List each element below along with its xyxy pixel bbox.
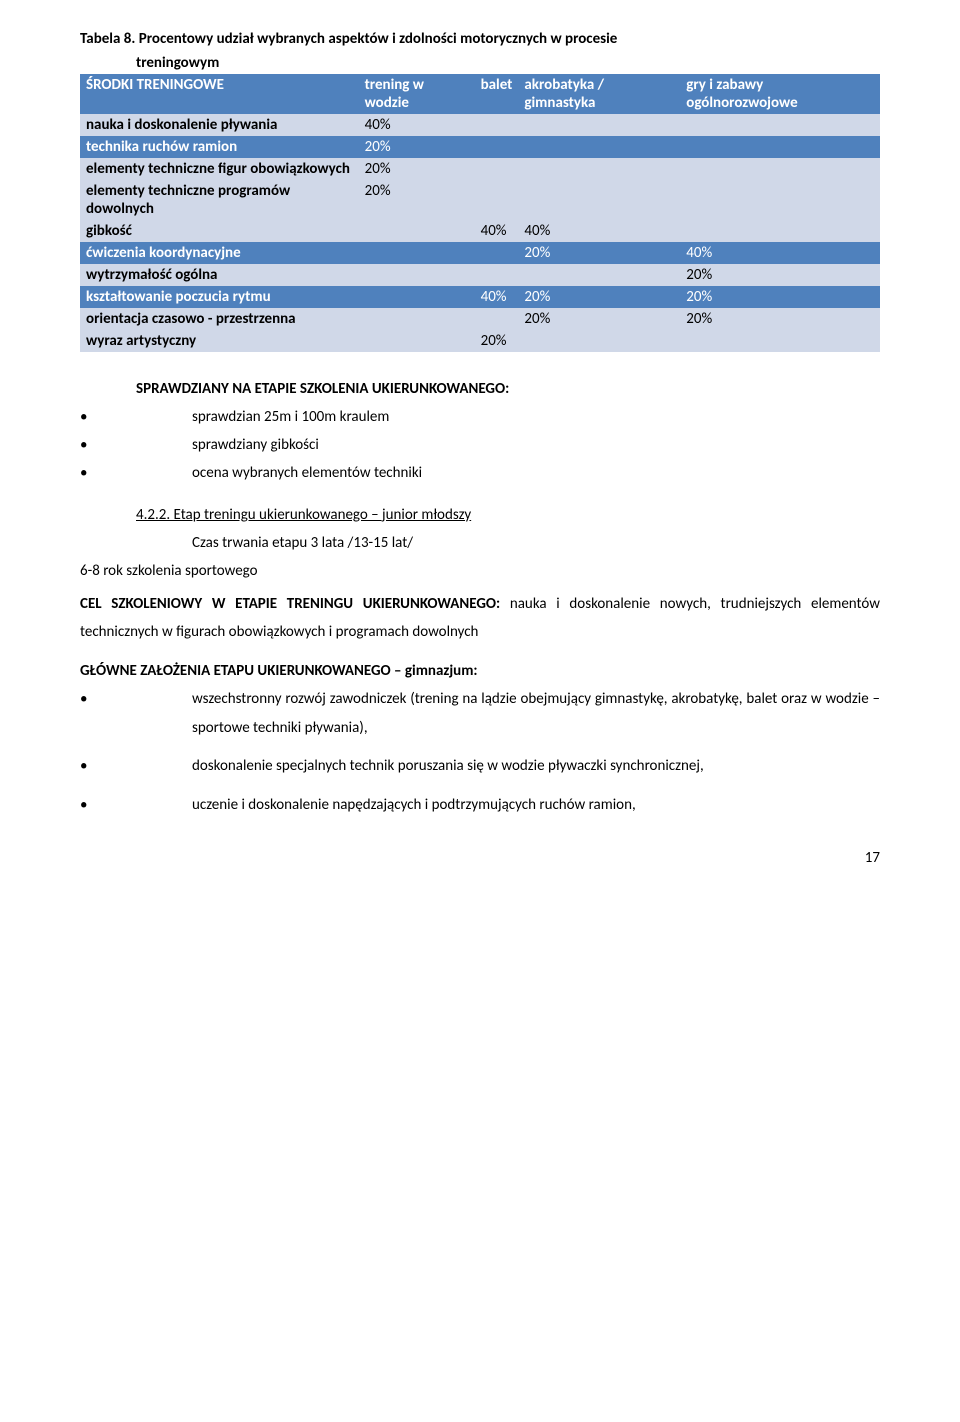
table-cell: 40% (680, 242, 880, 264)
table-row: wytrzymałość ogólna 20% (80, 264, 880, 286)
list-item: doskonalenie specjalnych technik porusza… (80, 752, 880, 781)
table-cell: 40% (518, 220, 680, 242)
table-cell (475, 308, 519, 330)
table-cell (518, 114, 680, 136)
table-cell (680, 136, 880, 158)
table-row-header: ćwiczenia koordynacyjne (80, 242, 359, 264)
table-cell: 20% (680, 308, 880, 330)
table-cell: 20% (680, 264, 880, 286)
table-cell (475, 180, 519, 220)
table-cell (359, 220, 475, 242)
table-row-header: nauka i doskonalenie pływania (80, 114, 359, 136)
table-row-header: wytrzymałość ogólna (80, 264, 359, 286)
table-cell (475, 158, 519, 180)
table-cell (475, 114, 519, 136)
table-row: nauka i doskonalenie pływania40% (80, 114, 880, 136)
table-cell (359, 330, 475, 352)
section1-bullets: sprawdzian 25m i 100m kraulem sprawdziany… (80, 408, 880, 482)
table-cell (518, 158, 680, 180)
table-cell (518, 180, 680, 220)
table-cell (518, 330, 680, 352)
table-cell (475, 242, 519, 264)
section2-bullets: wszechstronny rozwój zawodniczek (trenin… (80, 685, 880, 819)
table-cell (359, 264, 475, 286)
table-cell: 20% (518, 286, 680, 308)
table-row: technika ruchów ramion20% (80, 136, 880, 158)
table-cell (680, 158, 880, 180)
table-header-cell: balet (475, 74, 519, 114)
cel-label: CEL SZKOLENIOWY W ETAPIE TRENINGU UKIERU… (80, 595, 500, 613)
glowne-heading: GŁÓWNE ZAŁOŻENIA ETAPU UKIERUNKOWANEGO –… (80, 657, 880, 686)
list-item: sprawdziany gibkości (80, 436, 880, 454)
subsection-line2: Czas trwania etapu 3 lata /13-15 lat/ (192, 534, 880, 552)
table-header-cell: akrobatyka / gimnastyka (518, 74, 680, 114)
data-table: ŚRODKI TRENINGOWEtrening w wodziebaletak… (80, 74, 880, 352)
list-item: uczenie i doskonalenie napędzających i p… (80, 791, 880, 820)
table-row: ćwiczenia koordynacyjne 20%40% (80, 242, 880, 264)
table-row-header: technika ruchów ramion (80, 136, 359, 158)
subsection-title: 4.2.2. Etap treningu ukierunkowanego – j… (136, 506, 880, 524)
table-cell (359, 308, 475, 330)
table-cell (680, 180, 880, 220)
page-number: 17 (80, 849, 880, 867)
list-item: sprawdzian 25m i 100m kraulem (80, 408, 880, 426)
table-cell: 20% (359, 136, 475, 158)
table-row-header: elementy techniczne figur obowiązkowych (80, 158, 359, 180)
table-title-line2: treningowym (136, 54, 880, 72)
table-row: orientacja czasowo - przestrzenna 20%20% (80, 308, 880, 330)
table-cell (359, 242, 475, 264)
table-header-cell: ŚRODKI TRENINGOWE (80, 74, 359, 114)
table-row-header: gibkość (80, 220, 359, 242)
table-cell (680, 330, 880, 352)
list-item: wszechstronny rozwój zawodniczek (trenin… (80, 685, 880, 742)
table-cell: 20% (359, 180, 475, 220)
list-item: ocena wybranych elementów techniki (80, 464, 880, 482)
table-cell (475, 264, 519, 286)
table-cell (475, 136, 519, 158)
table-row: gibkość 40%40% (80, 220, 880, 242)
table-header-cell: trening w wodzie (359, 74, 475, 114)
cel-paragraph: CEL SZKOLENIOWY W ETAPIE TRENINGU UKIERU… (80, 590, 880, 647)
table-cell: 20% (359, 158, 475, 180)
table-row: kształtowanie poczucia rytmu40%20%20% (80, 286, 880, 308)
table-row: wyraz artystyczny 20% (80, 330, 880, 352)
section1-heading: SPRAWDZIANY NA ETAPIE SZKOLENIA UKIERUNK… (136, 380, 880, 398)
table-row: elementy techniczne programów dowolnych2… (80, 180, 880, 220)
table-cell (518, 136, 680, 158)
table-cell (518, 264, 680, 286)
table-row-header: wyraz artystyczny (80, 330, 359, 352)
table-cell: 20% (680, 286, 880, 308)
table-cell (680, 114, 880, 136)
table-cell: 40% (359, 114, 475, 136)
noindent-line: 6-8 rok szkolenia sportowego (80, 562, 880, 580)
table-row-header: orientacja czasowo - przestrzenna (80, 308, 359, 330)
table-row-header: elementy techniczne programów dowolnych (80, 180, 359, 220)
table-cell: 40% (475, 220, 519, 242)
table-cell (359, 286, 475, 308)
table-title-line1: Tabela 8. Procentowy udział wybranych as… (80, 30, 880, 50)
table-cell: 20% (475, 330, 519, 352)
table-row-header: kształtowanie poczucia rytmu (80, 286, 359, 308)
table-cell: 20% (518, 308, 680, 330)
table-row: elementy techniczne figur obowiązkowych2… (80, 158, 880, 180)
table-cell (680, 220, 880, 242)
table-cell: 20% (518, 242, 680, 264)
table-header-cell: gry i zabawy ogólnorozwojowe (680, 74, 880, 114)
table-cell: 40% (475, 286, 519, 308)
